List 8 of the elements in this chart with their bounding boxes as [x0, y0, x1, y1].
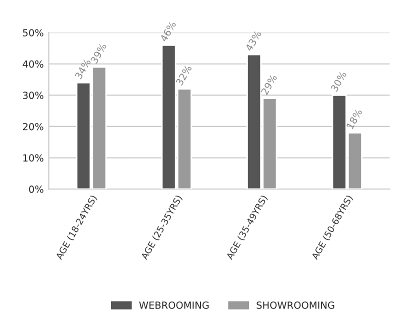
y-tick-label: 30% — [22, 92, 44, 100]
y-tick-label: 50% — [23, 29, 44, 36]
y-tick-label: 20% — [22, 122, 44, 130]
y-tick-label: 0% — [29, 186, 44, 193]
y-tick-label: 10% — [23, 154, 44, 162]
legend-label: SHOWROOMING — [256, 301, 334, 309]
y-tick-label: 40% — [22, 60, 44, 68]
legend-label: WEBROOMING — [139, 301, 209, 309]
